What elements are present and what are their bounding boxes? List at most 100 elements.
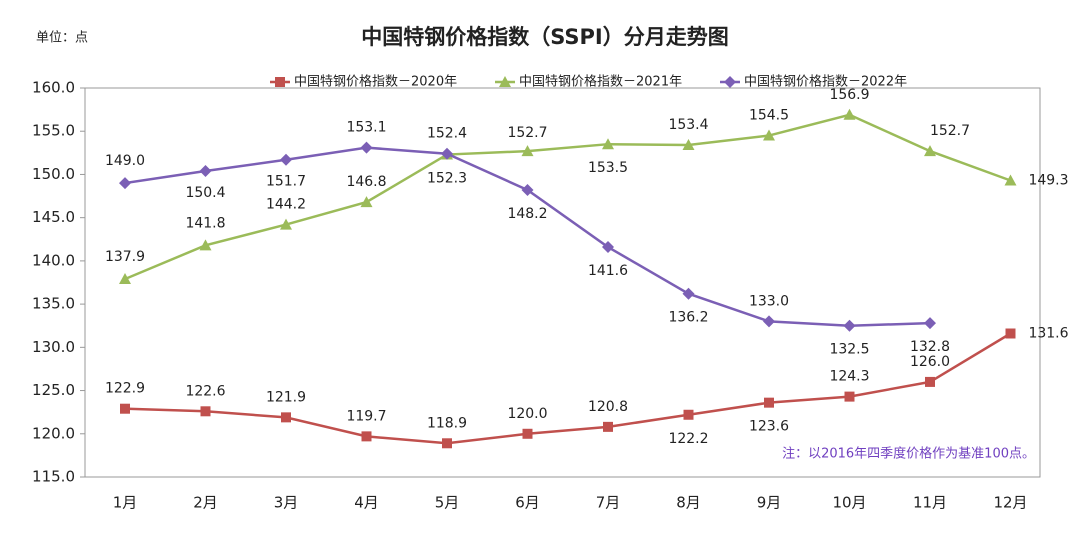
marker xyxy=(843,108,856,120)
x-tick-label: 7月 xyxy=(596,494,621,512)
data-label: 153.1 xyxy=(346,120,386,136)
marker xyxy=(602,138,614,150)
marker xyxy=(683,409,694,420)
x-tick-label: 5月 xyxy=(435,494,460,512)
data-label: 122.9 xyxy=(105,381,145,397)
data-label: 123.6 xyxy=(749,419,789,435)
data-label: 141.6 xyxy=(588,263,628,279)
marker xyxy=(200,406,211,417)
marker xyxy=(281,412,291,423)
data-label: 137.9 xyxy=(105,249,145,265)
legend-label: 中国特钢价格指数－2022年 xyxy=(744,74,907,90)
data-label: 146.8 xyxy=(346,174,386,190)
marker xyxy=(603,421,613,432)
data-label: 156.9 xyxy=(829,87,869,103)
marker xyxy=(682,139,695,151)
marker xyxy=(522,428,533,439)
data-label: 153.5 xyxy=(588,160,628,176)
y-tick-label: 155.0 xyxy=(32,122,75,140)
data-label: 153.4 xyxy=(668,117,708,133)
data-label: 136.2 xyxy=(668,310,708,326)
marker xyxy=(442,438,452,449)
x-tick-label: 6月 xyxy=(515,494,540,512)
legend-label: 中国特钢价格指数－2020年 xyxy=(294,74,457,90)
data-label: 131.6 xyxy=(1028,326,1068,342)
marker xyxy=(119,177,131,190)
data-label: 152.3 xyxy=(427,171,467,187)
data-label: 133.0 xyxy=(749,293,789,309)
data-label: 151.7 xyxy=(266,174,306,190)
data-label: 122.6 xyxy=(185,383,225,399)
marker xyxy=(602,241,614,254)
data-label: 149.0 xyxy=(105,153,145,169)
legend-label: 中国特钢价格指数－2021年 xyxy=(519,74,682,90)
data-label: 152.7 xyxy=(930,123,970,139)
y-tick-label: 150.0 xyxy=(32,165,75,183)
data-label: 122.2 xyxy=(668,431,708,447)
marker xyxy=(724,76,736,88)
data-label: 152.7 xyxy=(507,125,547,141)
y-tick-label: 115.0 xyxy=(32,468,75,486)
y-tick-label: 145.0 xyxy=(32,208,75,226)
chart-title: 中国特钢价格指数（SSPI）分月走势图 xyxy=(361,25,729,49)
x-tick-label: 8月 xyxy=(676,494,701,512)
marker xyxy=(521,184,534,197)
marker xyxy=(843,319,856,332)
data-label: 149.3 xyxy=(1028,172,1068,188)
x-tick-label: 11月 xyxy=(913,494,947,512)
data-label: 132.8 xyxy=(910,339,950,355)
marker xyxy=(119,273,131,285)
plot-frame xyxy=(84,87,1041,478)
marker xyxy=(1004,174,1017,186)
marker xyxy=(924,317,936,330)
y-tick-label: 125.0 xyxy=(32,381,75,399)
data-label: 120.0 xyxy=(507,406,547,422)
x-tick-label: 10月 xyxy=(832,494,866,512)
x-tick-label: 12月 xyxy=(993,494,1027,512)
marker xyxy=(361,431,372,442)
y-tick-label: 120.0 xyxy=(32,424,75,442)
y-tick-label: 135.0 xyxy=(32,295,75,313)
marker xyxy=(360,141,373,154)
marker xyxy=(764,397,774,408)
marker xyxy=(682,287,695,300)
marker xyxy=(925,376,935,387)
data-label: 152.4 xyxy=(427,126,467,142)
note: 注：以2016年四季度价格作为基准100点。 xyxy=(782,446,1035,462)
data-label: 120.8 xyxy=(588,399,628,415)
marker xyxy=(1005,328,1016,339)
y-tick-label: 140.0 xyxy=(32,251,75,269)
data-label: 148.2 xyxy=(507,206,547,222)
marker xyxy=(521,145,534,157)
marker xyxy=(199,164,212,177)
x-tick-label: 9月 xyxy=(757,494,782,512)
data-label: 121.9 xyxy=(266,389,306,405)
data-label: 124.3 xyxy=(829,369,869,385)
marker xyxy=(763,315,775,328)
x-tick-label: 1月 xyxy=(113,494,138,512)
series-line xyxy=(124,332,1012,445)
data-label: 154.5 xyxy=(749,108,789,124)
marker xyxy=(499,76,511,87)
marker xyxy=(120,403,130,414)
marker xyxy=(280,218,292,230)
data-label: 150.4 xyxy=(185,185,225,201)
marker xyxy=(441,147,453,160)
series-line xyxy=(124,113,1011,281)
marker xyxy=(275,77,285,87)
y-tick-label: 130.0 xyxy=(32,338,75,356)
marker xyxy=(280,153,292,166)
marker xyxy=(199,239,212,251)
marker xyxy=(924,145,936,157)
x-tick-label: 2月 xyxy=(193,494,218,512)
y-tick-label: 160.0 xyxy=(32,79,75,97)
data-label: 118.9 xyxy=(427,415,467,431)
data-label: 119.7 xyxy=(346,408,386,424)
x-tick-label: 3月 xyxy=(274,494,299,512)
marker xyxy=(360,196,373,208)
data-label: 141.8 xyxy=(185,215,225,231)
x-tick-label: 4月 xyxy=(354,494,379,512)
data-label: 144.2 xyxy=(266,197,306,213)
